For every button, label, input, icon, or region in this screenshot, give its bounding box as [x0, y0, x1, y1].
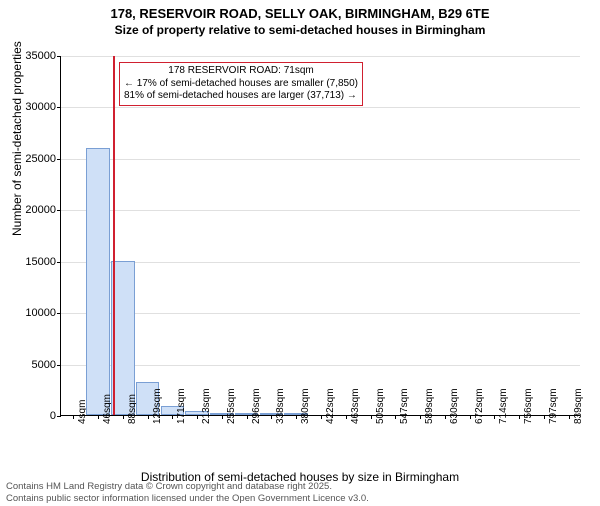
grid-line [61, 159, 580, 160]
ytick-mark [57, 262, 61, 263]
grid-line [61, 56, 580, 57]
ytick-label: 30000 [16, 101, 56, 113]
xtick-mark [395, 415, 396, 419]
grid-line [61, 313, 580, 314]
page-title: 178, RESERVOIR ROAD, SELLY OAK, BIRMINGH… [0, 6, 600, 21]
xtick-mark [98, 415, 99, 419]
xtick-label: 505sqm [375, 388, 386, 424]
ytick-mark [57, 107, 61, 108]
xtick-label: 589sqm [424, 388, 435, 424]
xtick-label: 797sqm [548, 388, 559, 424]
histogram-bar [86, 148, 110, 415]
xtick-mark [271, 415, 272, 419]
marker-line [113, 56, 115, 415]
xtick-label: 672sqm [474, 388, 485, 424]
xtick-mark [73, 415, 74, 419]
xtick-mark [445, 415, 446, 419]
xtick-mark [569, 415, 570, 419]
ytick-label: 25000 [16, 153, 56, 165]
ytick-label: 15000 [16, 256, 56, 268]
xtick-label: 171sqm [176, 388, 187, 424]
plot-area: 050001000015000200002500030000350004sqm4… [60, 56, 580, 416]
grid-line [61, 210, 580, 211]
xtick-label: 756sqm [523, 388, 534, 424]
ytick-label: 10000 [16, 307, 56, 319]
annotation-line: 178 RESERVOIR ROAD: 71sqm [124, 65, 358, 78]
ytick-mark [57, 365, 61, 366]
ytick-label: 0 [16, 410, 56, 422]
grid-line [61, 262, 580, 263]
xtick-mark [321, 415, 322, 419]
ytick-label: 35000 [16, 50, 56, 62]
xtick-label: 213sqm [201, 388, 212, 424]
xtick-mark [371, 415, 372, 419]
xtick-mark [494, 415, 495, 419]
xtick-mark [519, 415, 520, 419]
annotation-line: 81% of semi-detached houses are larger (… [124, 90, 358, 103]
xtick-mark [222, 415, 223, 419]
xtick-mark [197, 415, 198, 419]
xtick-label: 338sqm [275, 388, 286, 424]
xtick-label: 422sqm [325, 388, 336, 424]
chart-area: 050001000015000200002500030000350004sqm4… [60, 56, 580, 416]
footer-line: Contains HM Land Registry data © Crown c… [6, 481, 369, 492]
grid-line [61, 107, 580, 108]
ytick-mark [57, 56, 61, 57]
page-subtitle: Size of property relative to semi-detach… [0, 23, 600, 37]
xtick-mark [346, 415, 347, 419]
ytick-label: 20000 [16, 204, 56, 216]
annotation-box: 178 RESERVOIR ROAD: 71sqm← 17% of semi-d… [119, 62, 363, 106]
xtick-mark [470, 415, 471, 419]
xtick-label: 380sqm [300, 388, 311, 424]
ytick-mark [57, 416, 61, 417]
footer-line: Contains public sector information licen… [6, 493, 369, 504]
ytick-mark [57, 159, 61, 160]
xtick-label: 296sqm [251, 388, 262, 424]
grid-line [61, 365, 580, 366]
xtick-mark [172, 415, 173, 419]
xtick-label: 714sqm [498, 388, 509, 424]
xtick-mark [420, 415, 421, 419]
xtick-mark [123, 415, 124, 419]
xtick-mark [544, 415, 545, 419]
footer-attribution: Contains HM Land Registry data © Crown c… [6, 481, 369, 504]
ytick-mark [57, 313, 61, 314]
ytick-mark [57, 210, 61, 211]
xtick-label: 463sqm [350, 388, 361, 424]
xtick-mark [296, 415, 297, 419]
ytick-label: 5000 [16, 359, 56, 371]
xtick-mark [247, 415, 248, 419]
xtick-label: 547sqm [399, 388, 410, 424]
xtick-label: 839sqm [573, 388, 584, 424]
xtick-label: 255sqm [226, 388, 237, 424]
annotation-line: ← 17% of semi-detached houses are smalle… [124, 78, 358, 91]
xtick-label: 630sqm [449, 388, 460, 424]
xtick-mark [148, 415, 149, 419]
